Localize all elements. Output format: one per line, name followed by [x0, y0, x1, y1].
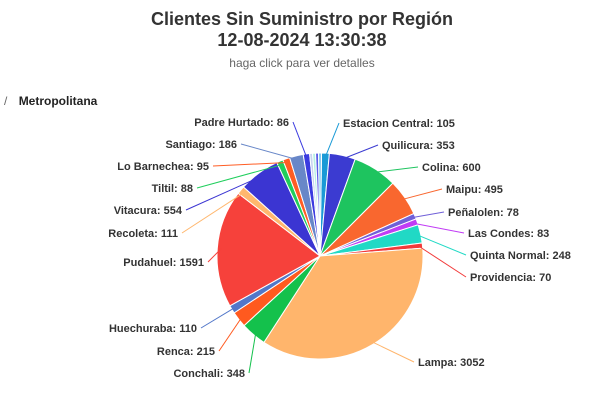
pie-connector-pudahuel	[207, 248, 222, 263]
pie-connector-estacion-central	[324, 122, 340, 158]
chart-title: Clientes Sin Suministro por Región 12-08…	[0, 9, 604, 51]
pie-label-colina[interactable]: Colina: 600	[422, 162, 481, 174]
pie-label-huechuraba[interactable]: Huechuraba: 110	[109, 323, 197, 335]
pie-label-santiago[interactable]: Santiago: 186	[165, 139, 237, 151]
pie-label-renca[interactable]: Renca: 215	[157, 346, 215, 358]
pie-slice-minor-4[interactable]	[318, 152, 323, 257]
pie-label-providencia[interactable]: Providencia: 70	[470, 272, 551, 284]
pie-connector-providencia	[418, 245, 467, 278]
pie-connector-huechuraba	[200, 306, 236, 329]
pie-connector-vitacura	[185, 175, 262, 211]
pie-connector-penalolen	[411, 211, 445, 219]
pie-connector-las-condes	[413, 222, 465, 234]
pie-label-lampa[interactable]: Lampa: 3052	[418, 357, 485, 369]
chart-subtitle: haga click para ver detalles	[229, 56, 375, 70]
pie-connector-recoleta	[181, 192, 245, 234]
chart-title-line2: 12-08-2024 13:30:38	[217, 30, 387, 50]
pie-connectors	[181, 121, 467, 374]
pie-label-lo-barnechea[interactable]: Lo Barnechea: 95	[117, 161, 209, 173]
pie-label-padre-hurtado[interactable]: Padre Hurtado: 86	[194, 117, 289, 129]
pie-connector-colina	[373, 166, 419, 173]
pie-label-estacion-central[interactable]: Estacion Central: 105	[343, 118, 455, 130]
chart-title-line1: Clientes Sin Suministro por Región	[150, 9, 454, 29]
breadcrumb-item-metropolitana[interactable]: Metropolitana	[18, 94, 98, 108]
pie-labels: Estacion Central: 105 Quilicura: 353 Colin…	[108, 117, 571, 380]
pie-label-quilicura[interactable]: Quilicura: 353	[382, 140, 455, 152]
pie-connector-maipu	[401, 188, 443, 201]
pie-label-vitacura[interactable]: Vitacura: 554	[114, 205, 183, 217]
pie-connector-quinta-normal	[416, 234, 467, 256]
breadcrumb-separator: /	[4, 94, 8, 108]
pie-label-maipu[interactable]: Maipu: 495	[446, 184, 503, 196]
pie-slices	[216, 152, 424, 360]
pie-label-conchali[interactable]: Conchali: 348	[173, 368, 245, 380]
breadcrumb: / Metropolitana	[4, 94, 97, 108]
pie-connector-padre-hurtado	[292, 121, 308, 159]
pie-connector-tiltil	[196, 164, 282, 189]
pie-label-recoleta[interactable]: Recoleta: 111	[108, 228, 178, 240]
pie-label-quinta-normal[interactable]: Quinta Normal: 248	[470, 250, 571, 262]
pie-connector-conchali	[248, 331, 257, 374]
pie-label-tiltil[interactable]: Tiltil: 88	[152, 183, 193, 195]
pie-label-pudahuel[interactable]: Pudahuel: 1591	[123, 257, 204, 269]
pie-connector-lampa	[370, 340, 415, 363]
pie-connector-lo-barnechea	[212, 162, 288, 167]
pie-label-penalolen[interactable]: Peñalolen: 78	[448, 207, 519, 219]
pie-connector-quilicura	[341, 144, 379, 160]
pie-label-las-condes[interactable]: Las Condes: 83	[468, 228, 549, 240]
pie-connector-santiago	[240, 143, 298, 161]
pie-slice-lampa[interactable]	[263, 247, 424, 360]
pie-slice-pudahuel[interactable]	[216, 192, 321, 307]
pie-connector-renca	[218, 316, 243, 352]
